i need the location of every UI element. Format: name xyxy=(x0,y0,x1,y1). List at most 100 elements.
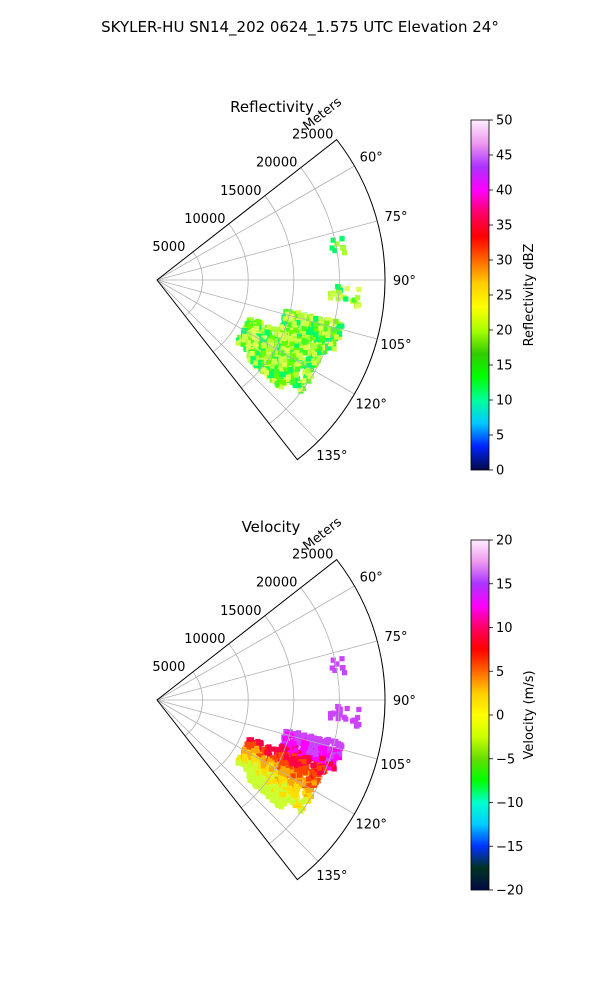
echo-cell xyxy=(269,355,275,361)
echo-cell xyxy=(269,783,275,789)
echo-cell xyxy=(284,327,290,333)
echo-cell xyxy=(285,771,291,777)
echo-cell xyxy=(318,319,325,325)
echo-cell xyxy=(293,342,300,348)
echo-cell xyxy=(313,736,319,742)
echo-cell xyxy=(278,358,284,364)
echo-cell xyxy=(278,384,284,390)
echo-cell xyxy=(296,780,302,787)
echo-cell xyxy=(260,327,266,333)
echo-cell xyxy=(246,331,252,337)
echo-cell xyxy=(291,321,297,327)
echo-cell xyxy=(330,657,336,663)
echo-cell xyxy=(254,770,260,776)
echo-cell xyxy=(295,366,301,372)
reflectivity-panel: Reflectivity 60° 75° 90° 105° 120° 135° 5000 10… xyxy=(152,95,537,479)
echo-cell xyxy=(260,359,266,365)
echo-cell xyxy=(306,782,312,789)
azimuth-tick-label: 75° xyxy=(384,210,407,225)
echo-cell xyxy=(355,715,361,721)
echo-cell xyxy=(293,792,299,798)
echo-cell xyxy=(252,780,259,786)
echo-cell xyxy=(308,773,314,779)
range-ring xyxy=(240,195,295,389)
echo-cell xyxy=(271,367,277,373)
echo-cell xyxy=(251,747,257,754)
reflectivity-echo-field xyxy=(235,236,362,394)
echo-cell xyxy=(254,336,260,342)
echo-cell xyxy=(269,755,275,761)
echo-cell xyxy=(235,340,241,346)
echo-cell xyxy=(260,339,266,345)
echo-cell xyxy=(266,774,272,780)
azimuth-gridline xyxy=(156,279,378,340)
echo-cell xyxy=(266,744,272,750)
echo-cell xyxy=(344,705,350,712)
echo-cell xyxy=(275,327,281,333)
azimuth-gridline xyxy=(156,699,378,760)
velocity-panel: Velocity 60° 75° 90° 105° 120° 135° 5000 10000 1… xyxy=(152,515,537,899)
echo-cell xyxy=(329,665,335,671)
colorbar-label: Velocity (m/s) xyxy=(522,670,537,759)
echo-cell xyxy=(281,739,287,745)
echo-cell xyxy=(301,378,307,384)
echo-cell xyxy=(250,338,256,344)
echo-cell xyxy=(268,342,274,348)
echo-cell xyxy=(327,738,333,744)
colorbar-tick-label: 0 xyxy=(496,464,504,479)
reflectivity-title: Reflectivity xyxy=(230,98,314,116)
echo-cell xyxy=(301,339,307,345)
echo-cell xyxy=(335,323,342,330)
sector-frame xyxy=(156,138,386,461)
echo-cell xyxy=(284,747,290,753)
echo-cell xyxy=(271,778,277,784)
echo-cell xyxy=(313,322,319,328)
echo-cell xyxy=(284,767,290,774)
range-tick-label: 10000 xyxy=(184,212,225,227)
echo-cell xyxy=(243,751,249,757)
echo-cell xyxy=(246,773,252,779)
echo-cell xyxy=(299,320,305,327)
echo-cell xyxy=(274,373,280,379)
echo-cell xyxy=(333,334,339,340)
echo-cell xyxy=(329,711,335,717)
echo-cell xyxy=(283,754,289,760)
echo-cell xyxy=(254,325,260,332)
echo-cell xyxy=(285,794,291,800)
echo-cell xyxy=(301,761,307,768)
echo-cell xyxy=(305,356,311,362)
colorbar xyxy=(470,539,490,891)
echo-cell xyxy=(351,297,357,303)
azimuth-gridline xyxy=(156,220,378,281)
echo-cell xyxy=(313,331,319,337)
echo-cell xyxy=(302,329,308,336)
echo-cell xyxy=(343,716,349,722)
echo-cell xyxy=(266,771,272,777)
echo-cell xyxy=(314,327,320,333)
echo-cell xyxy=(263,370,270,376)
echo-cell xyxy=(289,776,295,783)
echo-cell xyxy=(265,767,271,773)
echo-cell xyxy=(313,348,319,354)
echo-cell xyxy=(282,358,288,364)
echo-cell xyxy=(335,743,342,750)
echo-cell xyxy=(277,792,284,798)
echo-cell xyxy=(303,765,309,771)
echo-cell xyxy=(282,316,288,322)
echo-cell xyxy=(260,367,266,373)
echo-cell xyxy=(324,345,330,351)
echo-cell xyxy=(328,295,334,301)
azimuth-tick-label: 105° xyxy=(380,338,411,353)
echo-cell xyxy=(287,756,293,762)
echo-cell xyxy=(248,737,255,743)
echo-cell xyxy=(256,740,262,746)
echo-cell xyxy=(339,656,345,662)
echo-cell xyxy=(269,792,275,798)
echo-cell xyxy=(264,749,270,755)
echo-cell xyxy=(334,661,340,667)
echo-cell xyxy=(339,236,345,242)
echo-cell xyxy=(256,320,262,326)
echo-cell xyxy=(337,751,343,757)
range-ring xyxy=(184,671,203,737)
